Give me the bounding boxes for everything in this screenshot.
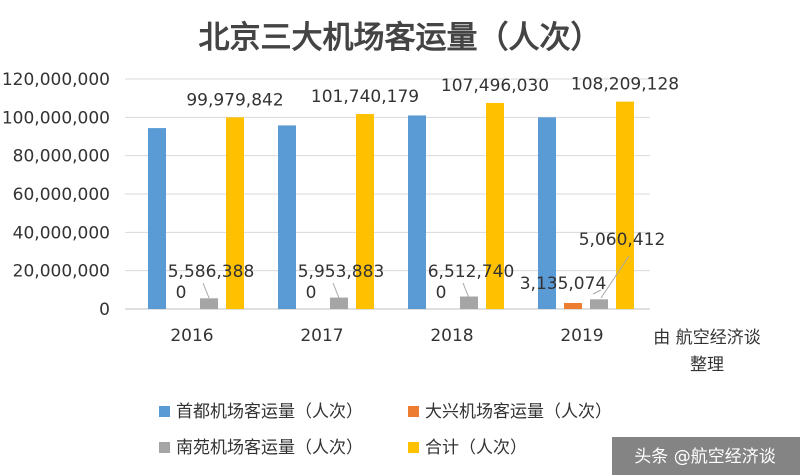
x-tick-label: 2017 bbox=[300, 326, 343, 346]
bar bbox=[226, 117, 244, 309]
bar bbox=[564, 302, 582, 309]
data-label: 5,953,883 bbox=[298, 262, 385, 282]
legend-label: 南苑机场客运量（人次） bbox=[176, 438, 363, 458]
y-tick-label: 40,000,000 bbox=[13, 223, 110, 243]
leader-lines bbox=[202, 255, 630, 299]
bar bbox=[278, 125, 296, 309]
y-tick-label: 0 bbox=[99, 300, 110, 320]
bar bbox=[590, 299, 608, 309]
x-tick-label: 2016 bbox=[170, 326, 213, 346]
legend-label: 大兴机场客运量（人次） bbox=[425, 402, 612, 422]
data-label: 108,209,128 bbox=[571, 75, 679, 95]
data-label: 0 bbox=[436, 283, 447, 303]
y-tick-label: 60,000,000 bbox=[13, 185, 110, 205]
bar bbox=[200, 298, 218, 309]
legend-label: 合计（人次） bbox=[425, 438, 527, 458]
y-tick-label: 100,000,000 bbox=[2, 108, 110, 128]
bar bbox=[616, 101, 634, 309]
data-label: 0 bbox=[306, 283, 317, 303]
data-label: 5,060,412 bbox=[579, 230, 666, 250]
data-label: 3,135,074 bbox=[520, 274, 607, 294]
y-axis: 0 20,000,000 40,000,000 60,000,000 80,000,00… bbox=[2, 70, 110, 320]
x-tick-label: 2018 bbox=[430, 326, 473, 346]
legend-label: 首都机场客运量（人次） bbox=[176, 402, 363, 422]
chart-title: 北京三大机场客运量（人次） bbox=[199, 20, 602, 56]
bar bbox=[148, 128, 166, 309]
y-tick-label: 20,000,000 bbox=[13, 262, 110, 282]
watermark-bg bbox=[612, 437, 800, 475]
bar bbox=[460, 296, 478, 309]
data-label: 5,586,388 bbox=[168, 262, 255, 282]
bar bbox=[408, 115, 426, 309]
leader-line bbox=[600, 255, 630, 299]
source-note-line2: 整理 bbox=[690, 355, 724, 375]
data-label: 99,979,842 bbox=[186, 90, 283, 110]
data-label: 107,496,030 bbox=[441, 76, 549, 96]
bar bbox=[486, 102, 504, 309]
bar bbox=[538, 117, 556, 309]
y-tick-label: 120,000,000 bbox=[2, 70, 110, 90]
bar bbox=[330, 297, 348, 309]
x-axis: 2016 2017 2018 2019 bbox=[170, 326, 603, 346]
legend: 首都机场客运量（人次） 大兴机场客运量（人次） 南苑机场客运量（人次） 合计（人次） bbox=[159, 402, 612, 458]
legend-swatch bbox=[408, 406, 419, 417]
legend-swatch bbox=[408, 442, 419, 453]
bars bbox=[148, 101, 634, 310]
y-tick-label: 80,000,000 bbox=[13, 147, 110, 167]
legend-swatch bbox=[159, 442, 170, 453]
data-label: 101,740,179 bbox=[311, 87, 419, 107]
legend-swatch bbox=[159, 406, 170, 417]
leader-line bbox=[332, 282, 340, 299]
bar bbox=[356, 113, 374, 310]
leader-line bbox=[202, 282, 210, 299]
leader-line bbox=[592, 289, 602, 295]
x-tick-label: 2019 bbox=[560, 326, 603, 346]
leader-line bbox=[462, 282, 470, 299]
data-labels: 99,979,84205,586,388101,740,17905,953,88… bbox=[168, 75, 679, 303]
data-label: 6,512,740 bbox=[428, 262, 515, 282]
watermark: 头条 @航空经济谈 bbox=[634, 447, 775, 467]
source-note-line1: 由 航空经济谈 bbox=[653, 328, 760, 348]
data-label: 0 bbox=[176, 283, 187, 303]
